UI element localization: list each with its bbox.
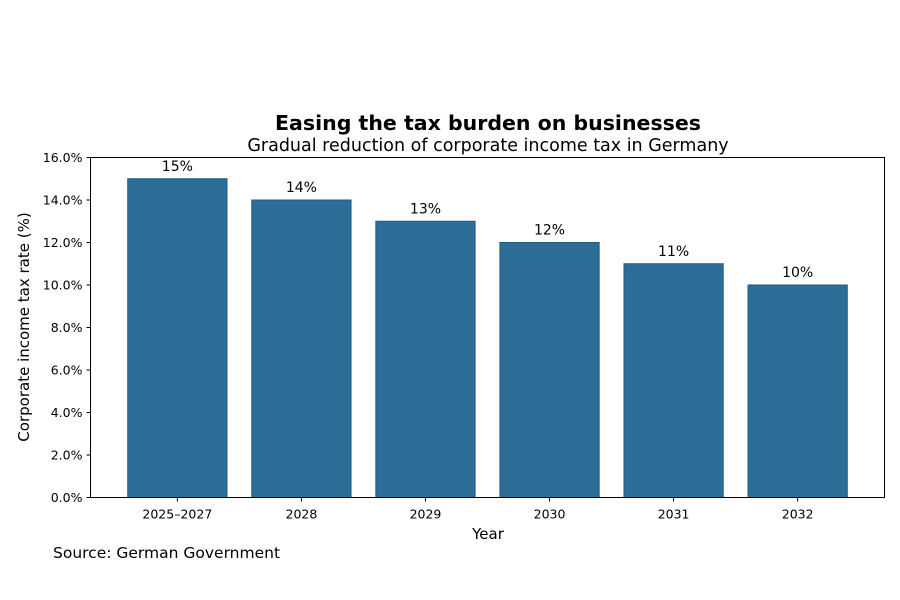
y-tick-label: 6.0% — [51, 363, 83, 378]
x-tick-label: 2025–2027 — [142, 507, 212, 522]
y-axis-label: Corporate income tax rate (%) — [15, 212, 33, 441]
bar-2031 — [623, 263, 724, 498]
x-tick-label: 2028 — [286, 507, 318, 522]
x-axis-label: Year — [471, 525, 505, 543]
bar-value-label: 12% — [534, 223, 565, 239]
chart-title: Easing the tax burden on businesses — [275, 111, 701, 135]
y-tick-label: 16.0% — [43, 150, 83, 165]
bar-2029 — [375, 220, 476, 498]
bar-2025–2027 — [127, 178, 228, 498]
bar-value-label: 14% — [286, 180, 317, 196]
y-tick-label: 10.0% — [43, 278, 83, 293]
x-tick-label: 2030 — [534, 507, 566, 522]
y-tick-label: 12.0% — [43, 235, 83, 250]
source-note: Source: German Government — [53, 544, 280, 562]
bars-group — [127, 178, 848, 498]
x-tick-label: 2029 — [410, 507, 442, 522]
x-tick-label: 2032 — [782, 507, 814, 522]
bar-value-label: 11% — [658, 244, 689, 260]
chart-subtitle: Gradual reduction of corporate income ta… — [247, 136, 728, 156]
y-tick-label: 8.0% — [51, 320, 83, 335]
bar-value-label: 15% — [162, 159, 193, 175]
bar-value-label: 10% — [782, 265, 813, 281]
x-axis-ticks: 2025–2027 2028 2029 2030 2031 2032 — [142, 497, 814, 522]
bar-labels-group: 15% 14% 13% 12% 11% 10% — [162, 159, 813, 281]
y-tick-label: 14.0% — [43, 193, 83, 208]
bar-value-label: 13% — [410, 201, 441, 217]
x-tick-label: 2031 — [658, 507, 690, 522]
y-tick-label: 4.0% — [51, 405, 83, 420]
bar-2030 — [499, 242, 600, 498]
y-axis-ticks: 0.0% 2.0% 4.0% 6.0% 8.0% 10.0% 12.0% 14.0% 16.0% — [43, 150, 91, 505]
y-tick-label: 0.0% — [51, 490, 83, 505]
bar-2028 — [251, 199, 352, 498]
bar-2032 — [747, 284, 848, 498]
y-tick-label: 2.0% — [51, 448, 83, 463]
